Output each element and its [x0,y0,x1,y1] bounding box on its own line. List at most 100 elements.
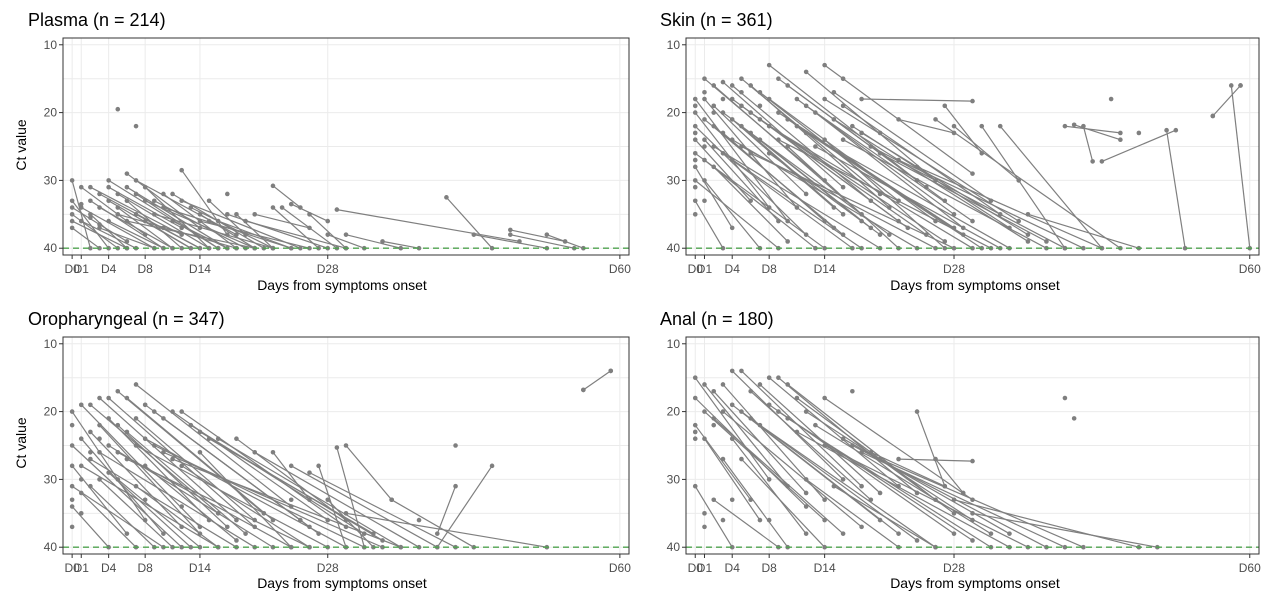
data-point [822,96,827,102]
subject-trajectory [99,451,256,548]
data-point [692,130,698,136]
subject-trajectory [99,227,155,249]
data-point [840,436,846,442]
data-point [776,137,781,143]
data-point [711,416,717,421]
subject-trajectory [99,397,237,521]
subject-trajectory [805,71,936,181]
subject-trajectory [824,444,1029,548]
subject-trajectory [713,417,844,535]
subject-trajectory [815,424,992,535]
data-point [748,130,753,136]
data-point [785,83,790,88]
subject-trajectory [71,485,164,548]
subject-trajectory [750,390,872,501]
data-point [757,517,763,523]
subject-trajectory [154,200,246,249]
x-tick-label: D8 [137,561,153,575]
data-point [877,490,883,496]
data-point [1173,127,1179,133]
data-point [887,232,892,237]
y-tick-label: 30 [44,472,58,486]
subject-trajectory [750,152,955,249]
y-tick-label: 30 [667,173,681,187]
data-point [711,164,717,170]
data-point [142,463,148,469]
data-point [979,123,985,129]
data-point [850,388,855,394]
data-point [702,382,707,387]
data-point [69,504,75,509]
data-point [316,531,321,536]
data-point [720,409,726,414]
subject-trajectory [1230,85,1251,249]
data-point [729,96,735,102]
subject-trajectory [436,465,493,548]
data-point [69,443,75,448]
x-tick-label: D0 [688,262,704,276]
data-point [1164,127,1169,133]
data-point [188,245,194,251]
data-point [813,245,818,251]
data-point [776,409,781,414]
subject-trajectory [108,220,164,249]
subject-trajectory [1212,85,1241,117]
data-point [69,422,75,428]
data-point [69,497,75,503]
subject-trajectory [254,451,420,548]
data-point [877,150,883,156]
data-point [69,225,75,231]
data-point [88,184,93,190]
data-point [711,83,717,88]
data-point [776,375,781,380]
data-point [179,409,184,414]
data-point [933,245,938,251]
data-point [840,184,846,190]
subject-trajectory [510,234,575,249]
subject-trajectory [71,220,128,249]
subject-trajectory [117,424,228,528]
data-point [106,443,111,448]
data-point [206,436,212,442]
x-tick-label: D60 [609,262,631,276]
data-point [720,382,726,387]
data-point [380,544,385,550]
data-point [97,191,102,197]
subject-trajectory [126,220,255,249]
data-point [334,207,340,212]
data-point [766,123,772,129]
data-point [151,198,157,204]
data-point [88,449,93,455]
data-point [803,69,809,75]
subject-trajectory [713,499,779,548]
data-point [739,409,744,414]
data-point [720,130,726,136]
data-point [757,103,763,109]
y-tick-label: 20 [44,405,58,419]
subject-trajectory [80,438,164,535]
data-point [840,531,846,536]
data-point [1136,130,1142,136]
data-point [1007,225,1012,231]
data-point [416,544,422,550]
x-tick-label: D14 [189,262,211,276]
data-point [748,150,753,156]
subject-trajectory [704,139,779,222]
data-point [720,245,726,251]
data-point [133,483,139,489]
data-point [831,483,837,489]
data-point [692,164,698,170]
x-tick-label: D0 [64,561,80,575]
subject-trajectory [972,512,1158,548]
data-point [161,531,166,536]
subject-trajectory [999,125,1103,249]
subject-trajectory [99,424,201,535]
data-point [288,544,294,550]
data-point [608,368,614,374]
subject-trajectory [309,213,347,249]
data-point [739,76,744,81]
data-point [720,456,726,462]
data-point [270,544,276,550]
